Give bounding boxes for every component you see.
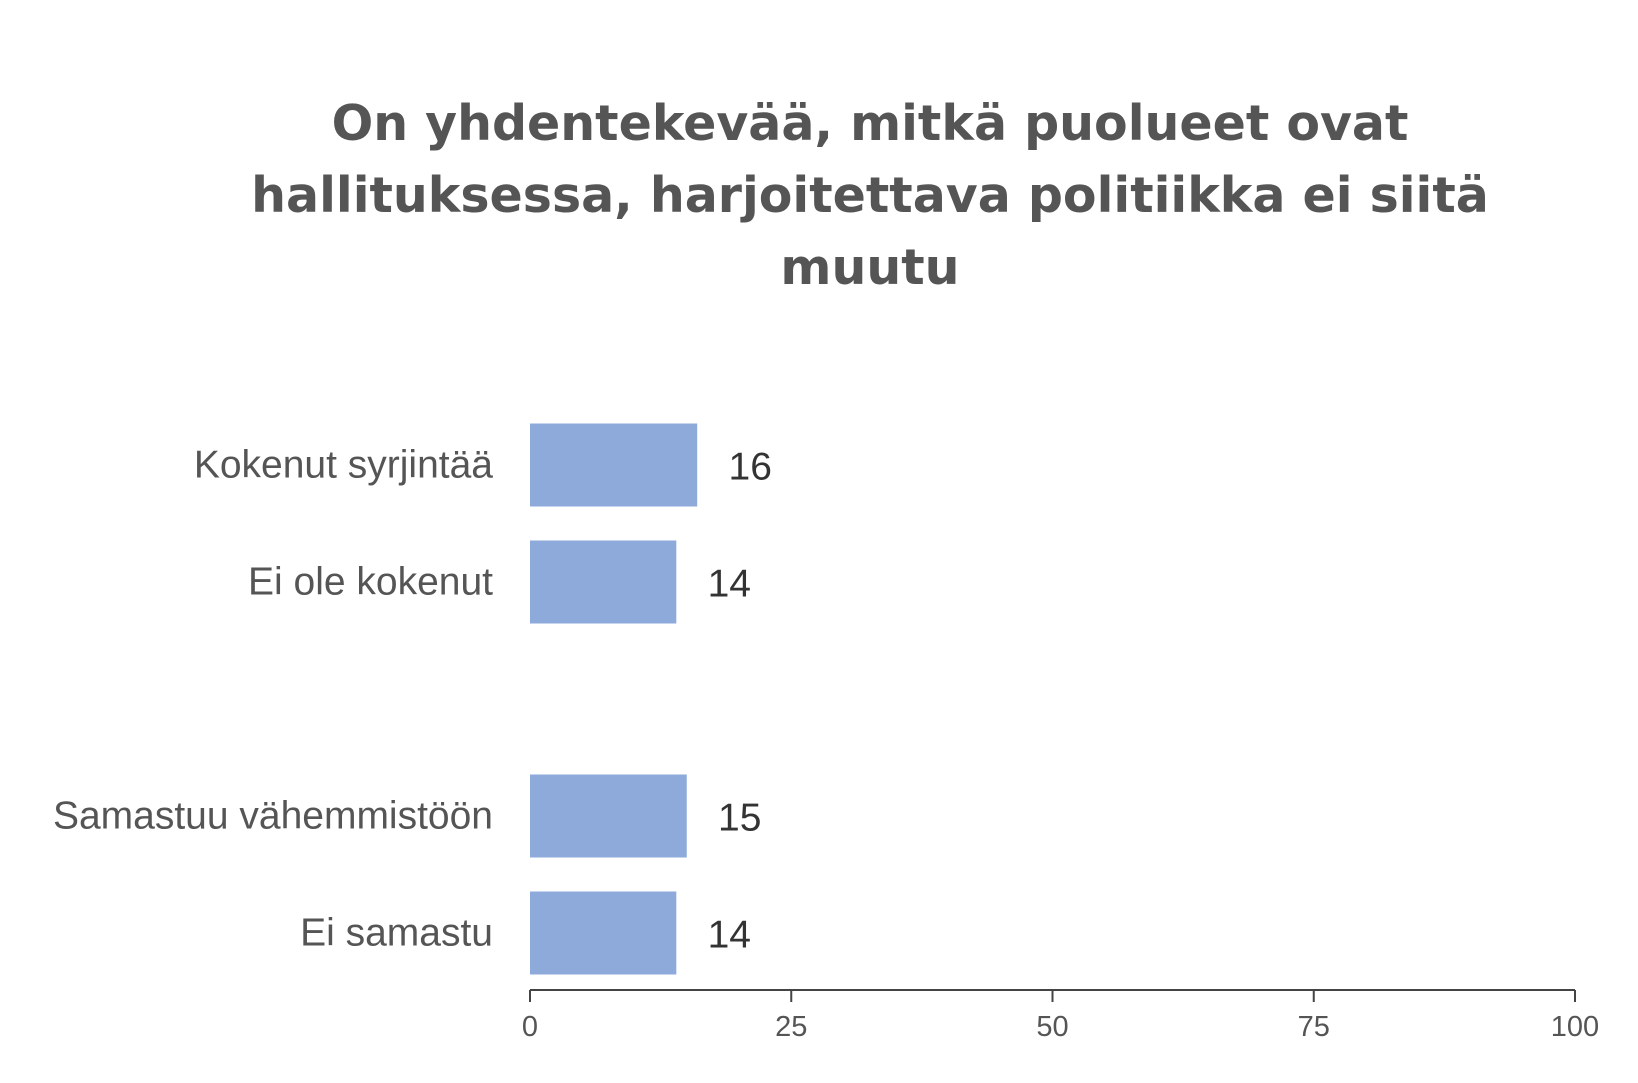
category-label: Kokenut syrjintää <box>194 444 493 487</box>
x-tick-label: 75 <box>1298 1011 1330 1043</box>
category-label: Ei samastu <box>300 912 493 955</box>
data-label: 16 <box>729 446 772 489</box>
x-tick-label: 100 <box>1551 1011 1599 1043</box>
data-label: 14 <box>708 563 751 606</box>
category-label: Samastuu vähemmistöön <box>53 795 493 838</box>
data-label: 15 <box>718 797 761 840</box>
bar <box>530 423 698 507</box>
x-tick-label: 0 <box>522 1011 538 1043</box>
bar <box>530 774 687 858</box>
category-label: Ei ole kokenut <box>248 561 493 604</box>
chart-title: On yhdentekevää, mitkä puolueet ovat hal… <box>251 95 1489 296</box>
x-tick-label: 25 <box>775 1011 807 1043</box>
data-label: 14 <box>708 914 751 957</box>
bars-layer: Kokenut syrjintää 16 Ei ole kokenut 14 Samas… <box>53 423 772 975</box>
x-tick-label: 50 <box>1036 1011 1068 1043</box>
bar <box>530 891 677 975</box>
bar <box>530 540 677 624</box>
x-axis: 0 25 50 75 100 <box>522 989 1599 1043</box>
